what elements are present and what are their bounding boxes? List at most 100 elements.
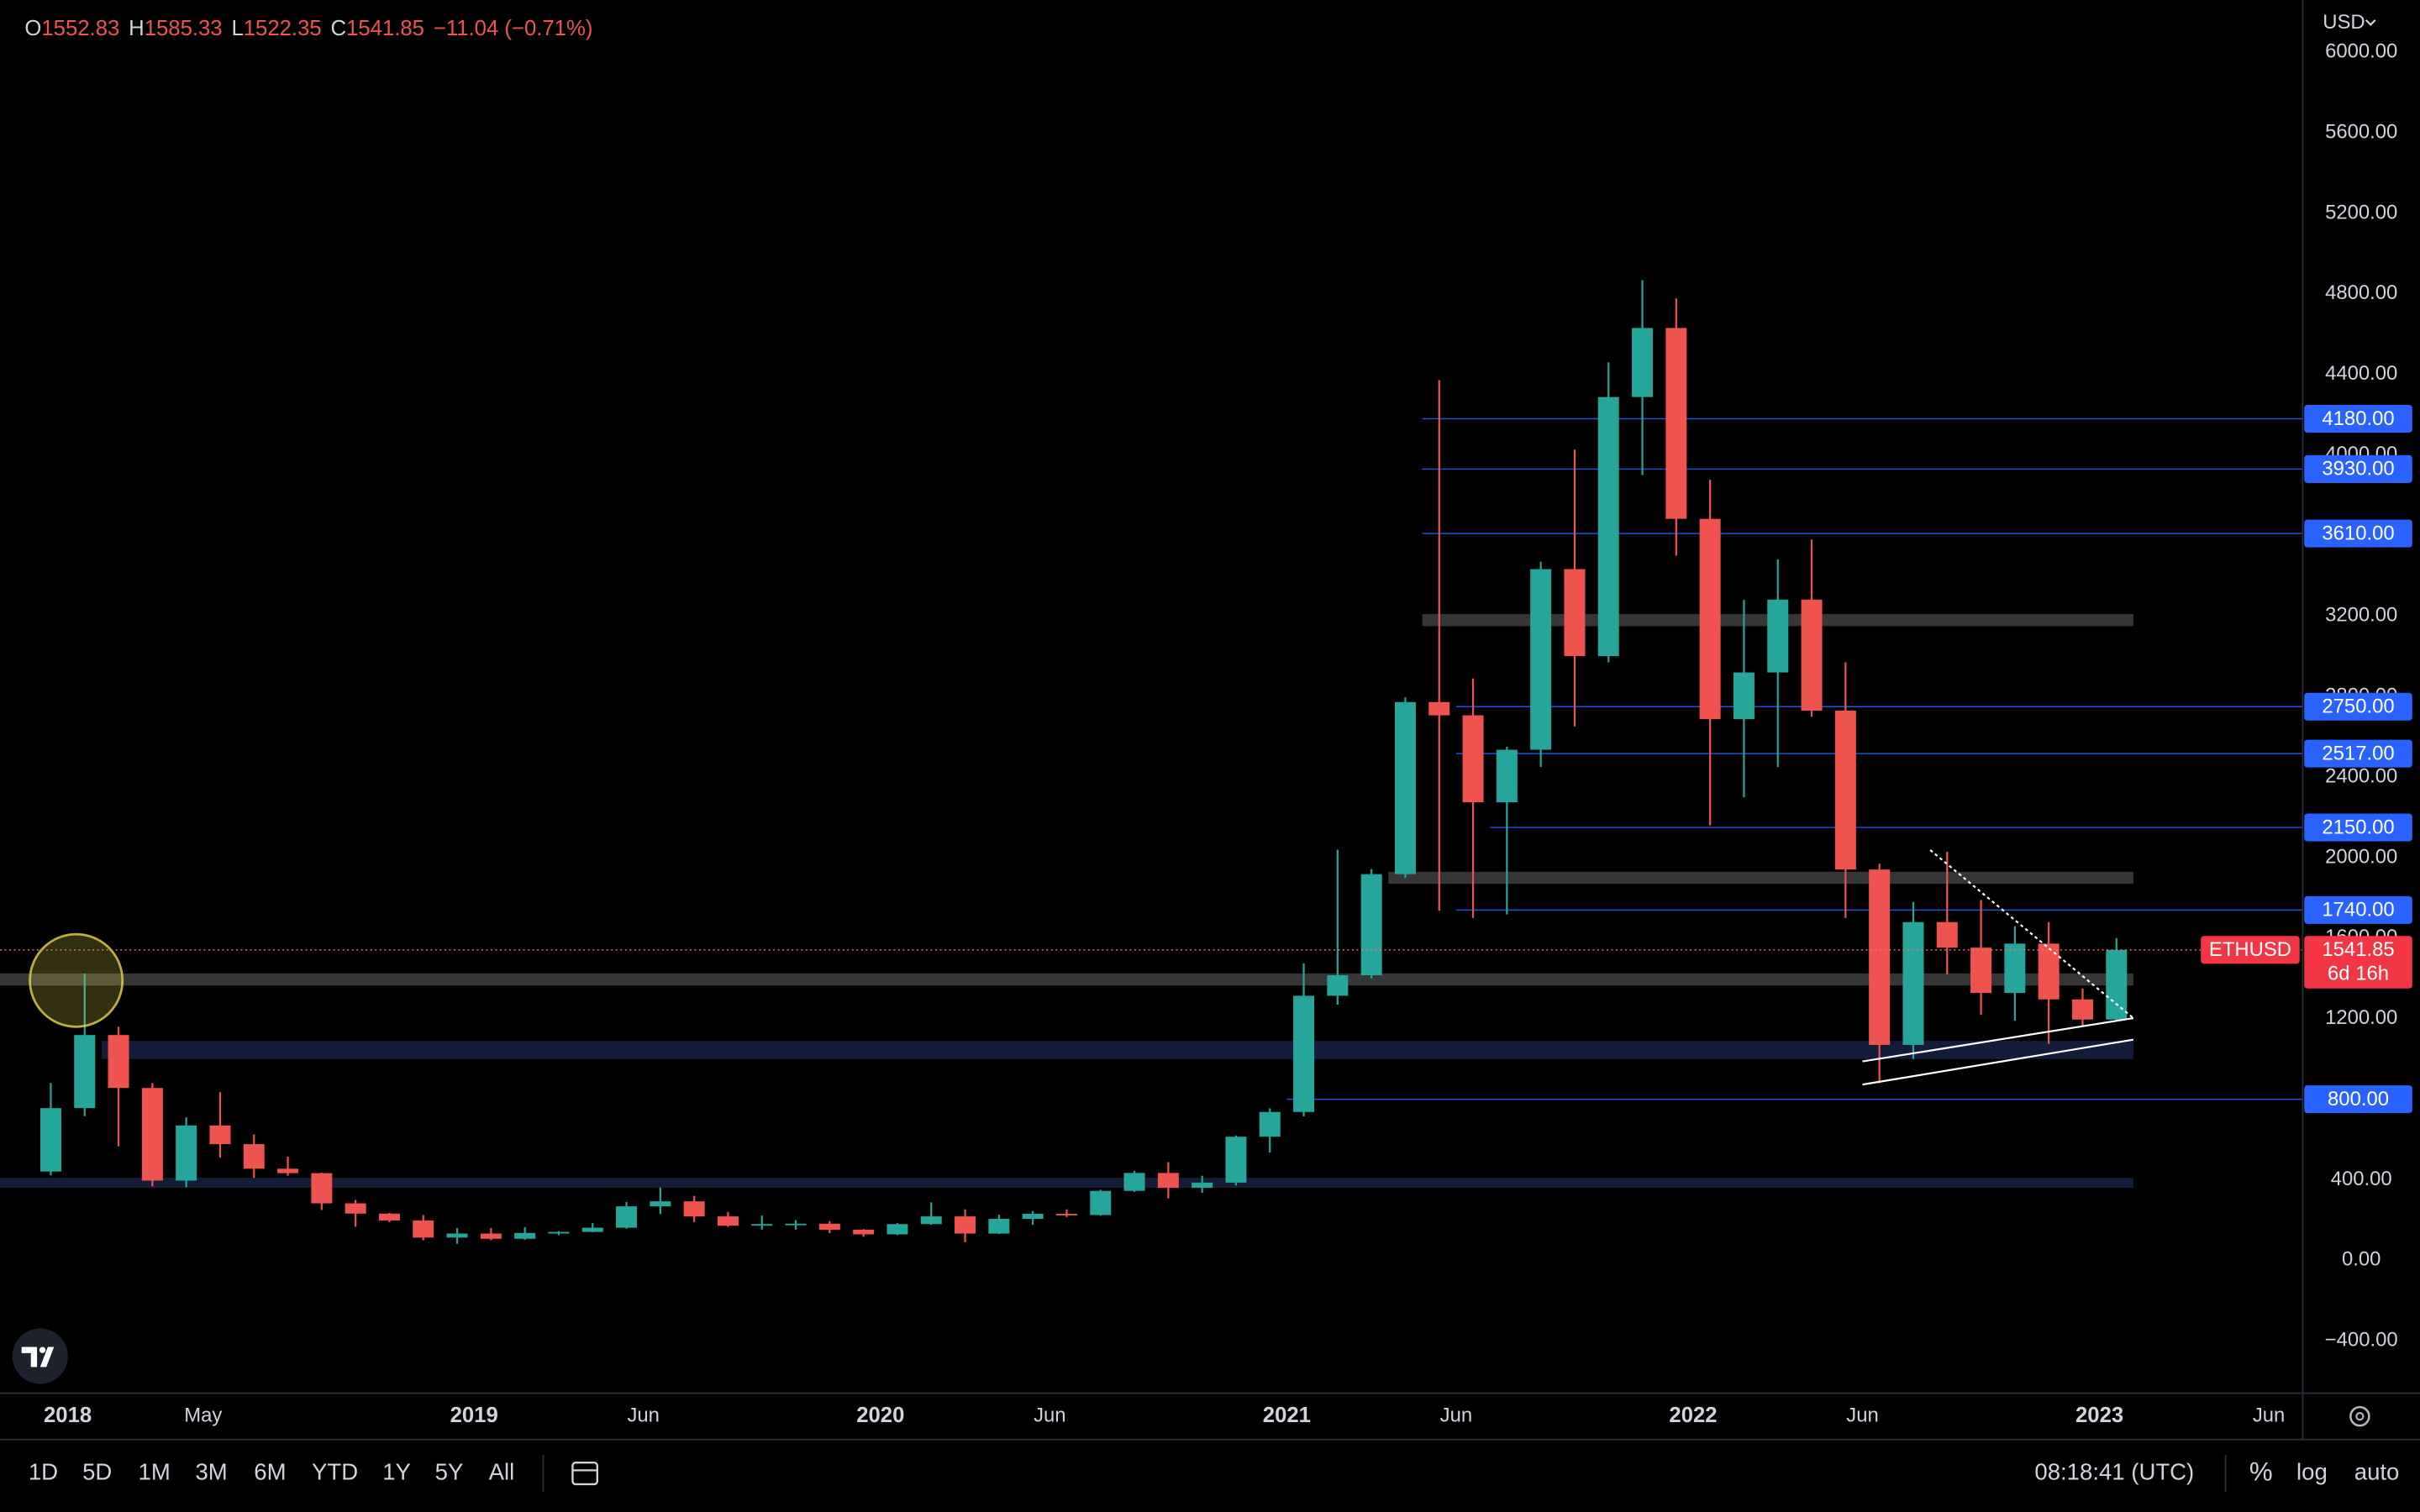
candle-body	[751, 1224, 773, 1226]
timeframe-button[interactable]: 3M	[195, 1458, 227, 1484]
log-toggle[interactable]: log	[2296, 1458, 2328, 1484]
candle-body	[1394, 701, 1416, 874]
currency[interactable]: USD	[2323, 11, 2365, 34]
change-value: −11.04 (−0.71%)	[434, 17, 593, 40]
timeframe-button[interactable]: 5D	[82, 1458, 112, 1484]
candle-body	[1834, 711, 1856, 870]
last-price-label: 1541.85	[2322, 938, 2394, 961]
logo-dot[interactable]	[39, 1347, 46, 1353]
x-tick-label: May	[184, 1404, 222, 1426]
x-tick-label: 2019	[450, 1404, 498, 1427]
level-label: 3610.00	[2322, 522, 2394, 544]
candle-body	[818, 1223, 840, 1230]
level-label: 800.00	[2328, 1088, 2389, 1110]
timeframe-button[interactable]: 1Y	[382, 1458, 411, 1484]
candle-body	[1665, 328, 1687, 519]
currency-selector[interactable]: USD	[2323, 11, 2376, 34]
level-label: 3930.00	[2322, 458, 2394, 480]
candle-body	[311, 1173, 333, 1204]
level-label-bg	[2304, 454, 2412, 483]
low-value: 1522.35	[244, 17, 322, 40]
logo-bg[interactable]	[12, 1328, 68, 1384]
open-label: O	[24, 17, 41, 40]
candle-body	[514, 1232, 536, 1239]
y-tick-label: 0.00	[2342, 1248, 2381, 1271]
candle-body	[413, 1220, 434, 1238]
candle-body	[1632, 328, 1654, 397]
calendar-icon[interactable]	[571, 1462, 599, 1486]
drawings	[0, 849, 2303, 1086]
x-tick-label: Jun	[2253, 1404, 2285, 1426]
level-label-bg	[2304, 519, 2412, 548]
percent-toggle[interactable]: %	[2249, 1457, 2273, 1486]
timeframe-button[interactable]: YTD	[312, 1458, 358, 1484]
y-tick-label: 6000.00	[2325, 40, 2397, 63]
level-label: 2517.00	[2322, 742, 2394, 764]
candle-body	[1869, 869, 1891, 1045]
y-tick-label: 4800.00	[2325, 281, 2397, 304]
level-label: 2750.00	[2322, 696, 2394, 718]
date-range-button[interactable]	[571, 1462, 599, 1486]
y-tick-label: 1200.00	[2325, 1006, 2397, 1029]
axes: 6000.005600.005200.004800.004400.004000.…	[44, 40, 2412, 1427]
symbol-tag: ETHUSD	[2209, 938, 2291, 961]
candle-body	[1293, 995, 1315, 1112]
symbol-tag-bg	[2201, 936, 2300, 964]
open-value: 1552.83	[41, 17, 119, 40]
candle-body	[920, 1216, 942, 1225]
timeframe-button[interactable]: All	[489, 1458, 515, 1484]
candle-body	[1192, 1182, 1213, 1189]
candle-body	[1767, 599, 1789, 673]
candle-body	[277, 1168, 299, 1173]
candle-body	[2071, 999, 2093, 1020]
candle-body	[1936, 921, 1958, 948]
caret-icon[interactable]	[2365, 19, 2376, 26]
tradingview-logo[interactable]	[12, 1328, 68, 1384]
level-label-bg	[2304, 895, 2412, 924]
logo-mark[interactable]	[21, 1347, 55, 1368]
y-tick-label: 5600.00	[2325, 120, 2397, 143]
candle-body	[1055, 1214, 1077, 1215]
trendline	[1929, 849, 2134, 1019]
x-tick-label: 2020	[856, 1404, 904, 1427]
settings-icon[interactable]	[2349, 1405, 2370, 1427]
x-tick-label: Jun	[627, 1404, 659, 1426]
bottom-toolbar: 1D 5D 1M 3M 6M YTD 1Y 5Y All 08:18:41 (U…	[29, 1455, 2400, 1493]
level-label-bg	[2304, 692, 2412, 721]
candle-body	[785, 1223, 807, 1226]
candle-body	[1530, 569, 1552, 750]
y-tick-label: 4400.00	[2325, 362, 2397, 385]
x-tick-label: 2023	[2075, 1404, 2123, 1427]
y-tick-label: 5200.00	[2325, 201, 2397, 223]
y-tick-label: −400.00	[2325, 1329, 2398, 1352]
candle-body	[1327, 975, 1349, 996]
x-tick-label: 2021	[1263, 1404, 1311, 1427]
candle-body	[378, 1213, 400, 1221]
zone	[101, 1041, 2133, 1059]
timeframe-button[interactable]: 1D	[29, 1458, 58, 1484]
last-price-bg	[2304, 936, 2412, 989]
candle-body	[176, 1125, 197, 1181]
gear[interactable]	[2349, 1405, 2370, 1427]
candle-body	[480, 1233, 502, 1239]
y-tick-label: 3200.00	[2325, 604, 2397, 627]
candle-body	[1157, 1173, 1179, 1189]
candle-body	[581, 1227, 603, 1232]
gear-center[interactable]	[2355, 1411, 2365, 1421]
timeframe-button[interactable]: 1M	[139, 1458, 171, 1484]
high-label: H	[129, 17, 145, 40]
level-label-bg	[2304, 404, 2412, 433]
candle-body	[209, 1125, 231, 1145]
close-value: 1541.85	[346, 17, 424, 40]
auto-toggle[interactable]: auto	[2354, 1458, 2400, 1484]
zone	[0, 973, 2133, 986]
countdown: 6d 16h	[2328, 963, 2389, 985]
timeframe-button[interactable]: 6M	[254, 1458, 286, 1484]
trendline	[1862, 1016, 2134, 1063]
timeframe-button[interactable]: 5Y	[435, 1458, 464, 1484]
candle-body	[955, 1216, 976, 1234]
clock: 08:18:41 (UTC)	[2034, 1458, 2194, 1484]
x-tick-label: 2022	[1669, 1404, 1717, 1427]
candle-body	[108, 1035, 129, 1089]
